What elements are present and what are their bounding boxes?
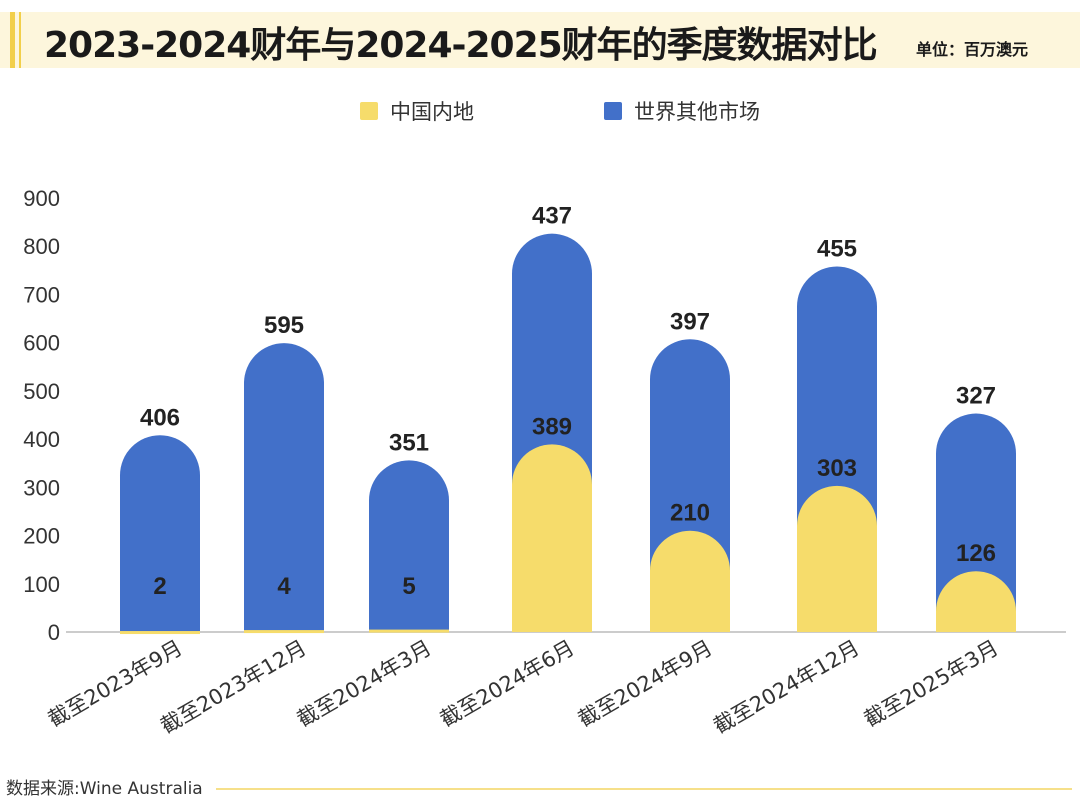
bar-rest-of-world (120, 435, 200, 632)
x-tick-label: 截至2024年3月 (293, 636, 436, 732)
legend-label-rest-of-world: 世界其他市场 (634, 100, 760, 124)
chart-title: 2023-2024财年与2024-2025财年的季度数据对比 (44, 25, 878, 66)
bar-china (244, 630, 324, 634)
legend-item-rest-of-world: 世界其他市场 (604, 96, 760, 126)
bar-china (650, 530, 730, 632)
bar-china (797, 485, 877, 632)
data-label-rest-of-world: 406 (140, 404, 180, 431)
x-tick-label: 截至2024年6月 (436, 636, 579, 732)
title-accent-bar (10, 12, 15, 68)
legend: 中国内地 世界其他市场 (0, 96, 1080, 126)
y-tick-label: 0 (48, 620, 60, 645)
data-label-rest-of-world: 327 (956, 383, 996, 410)
data-label-china: 210 (670, 500, 710, 527)
bar-china (512, 444, 592, 632)
source-note: 数据来源:Wine Australia (6, 779, 203, 799)
legend-item-china: 中国内地 (360, 96, 474, 126)
bar-china (120, 631, 200, 635)
y-tick-label: 600 (23, 331, 60, 356)
y-tick-label: 200 (23, 524, 60, 549)
x-tick-label: 截至2024年9月 (574, 636, 717, 732)
data-label-china: 2 (153, 573, 166, 600)
data-label-china: 389 (532, 413, 572, 440)
data-label-rest-of-world: 595 (264, 312, 304, 339)
data-label-china: 4 (277, 573, 291, 600)
data-label-rest-of-world: 397 (670, 308, 710, 335)
data-label-rest-of-world: 455 (817, 235, 857, 262)
data-label-china: 5 (402, 573, 415, 600)
bar-rest-of-world (369, 460, 449, 632)
y-tick-label: 900 (23, 186, 60, 211)
x-tick-label: 截至2025年3月 (860, 636, 1003, 732)
title-banner: 2023-2024财年与2024-2025财年的季度数据对比 单位：百万澳元 (0, 12, 1080, 68)
data-label-rest-of-world: 437 (532, 203, 572, 230)
y-tick-label: 400 (23, 427, 60, 452)
y-tick-label: 700 (23, 282, 60, 307)
legend-swatch-rest-of-world (604, 102, 622, 120)
data-label-china: 303 (817, 455, 857, 482)
y-tick-label: 300 (23, 475, 60, 500)
bar-china (369, 629, 449, 633)
unit-label: 单位：百万澳元 (916, 40, 1029, 59)
data-label-rest-of-world: 351 (389, 429, 429, 456)
bar-china (936, 571, 1016, 632)
title-accent-line (19, 12, 21, 68)
legend-label-china: 中国内地 (390, 100, 474, 124)
x-tick-label: 截至2024年12月 (709, 636, 863, 739)
data-label-china: 126 (956, 540, 996, 567)
stacked-bar-chart: 01002003004005006007008009004062截至2023年9… (23, 186, 1066, 739)
y-tick-label: 100 (23, 572, 60, 597)
y-tick-label: 800 (23, 234, 60, 259)
source-divider (216, 788, 1072, 790)
bar-rest-of-world (244, 343, 324, 632)
y-tick-label: 500 (23, 379, 60, 404)
legend-swatch-china (360, 102, 378, 120)
